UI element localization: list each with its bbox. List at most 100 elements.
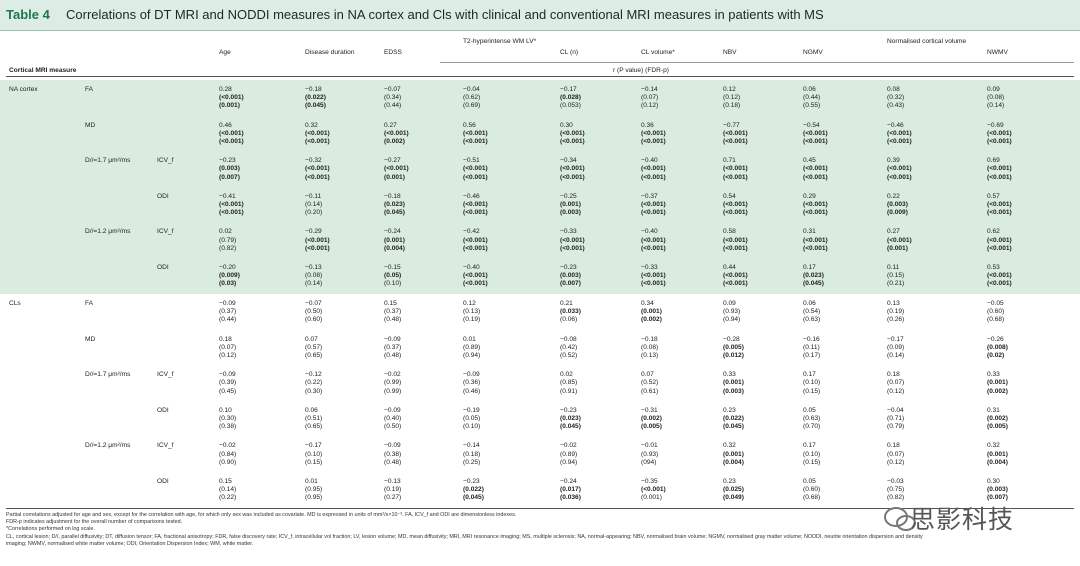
fdr-p-value: (0.25): [463, 458, 481, 466]
fdr-p-value: (<0.001): [987, 138, 1012, 145]
r-value: 0.05: [803, 478, 816, 485]
table-cell: 0.45 (<0.001) (<0.001): [803, 157, 828, 182]
footnote: Partial correlations adjusted for age an…: [6, 512, 517, 518]
fdr-p-value: (0.19): [463, 316, 481, 324]
p-value: (0.07): [219, 343, 237, 351]
r-value: −0.07: [305, 300, 322, 307]
p-value: (0.75): [887, 486, 905, 494]
p-value: (0.52): [641, 379, 659, 387]
fdr-p-value: (0.94): [560, 458, 578, 466]
row-label-measure: D//=1.2 μm²/ms: [85, 228, 131, 236]
r-value: 0.06: [803, 300, 816, 307]
p-value: (0.18): [463, 450, 481, 458]
table-cell: 0.27 (<0.001) (0.002): [384, 122, 409, 147]
fdr-p-value: (0.44): [219, 316, 237, 324]
fdr-p-value: (<0.001): [641, 209, 666, 217]
table-cell: 0.08 (0.32) (0.43): [887, 86, 904, 111]
table-cell: −0.77 (<0.001) (<0.001): [723, 122, 748, 147]
p-value: (<0.001): [887, 165, 912, 173]
table-cell: −0.14 (0.07) (0.12): [641, 86, 658, 111]
table-cell: 0.17 (0.10) (0.15): [803, 442, 820, 467]
table-cell: 0.06 (0.54) (0.63): [803, 300, 820, 325]
fdr-p-value: (0.02): [987, 352, 1005, 359]
row-label-measure: D//=1.7 μm²/ms: [85, 371, 131, 379]
fdr-p-value: (0.12): [641, 102, 659, 110]
p-value: (0.93): [723, 308, 741, 316]
fdr-p-value: (<0.001): [560, 138, 585, 145]
p-value: (<0.001): [803, 201, 828, 208]
fdr-p-value: (<0.001): [987, 173, 1012, 181]
fdr-p-value: (0.045): [803, 280, 824, 288]
r-value: 0.71: [723, 157, 736, 165]
table-cell: −0.46 (<0.001) (<0.001): [887, 122, 912, 147]
p-value: (<0.001): [987, 272, 1012, 280]
fdr-p-value: (0.70): [803, 423, 821, 431]
table-cell: 0.39 (<0.001) (<0.001): [887, 157, 912, 182]
p-value: (<0.001): [641, 272, 666, 280]
table-cell: 0.18 (0.07) (0.12): [887, 442, 904, 467]
p-value: (<0.001): [987, 201, 1012, 208]
table-cell: −0.18 (0.022) (0.045): [305, 86, 326, 111]
r-value: −0.17: [887, 335, 904, 343]
fdr-p-value: (<0.001): [987, 209, 1012, 217]
fdr-p-value: (0.55): [803, 102, 821, 110]
p-value: (0.08): [305, 272, 323, 280]
fdr-p-value: (0.10): [463, 423, 481, 431]
fdr-p-value: (0.15): [803, 387, 821, 395]
table-cell: −0.29 (<0.001) (<0.001): [305, 228, 330, 253]
p-value: (<0.001): [560, 236, 585, 244]
fdr-p-value: (0.91): [560, 387, 578, 395]
r-value: −0.13: [305, 264, 322, 271]
column-header: CL volume*: [641, 49, 675, 56]
table-cell: 0.33 (0.001) (0.002): [987, 371, 1008, 396]
p-value: (0.003): [560, 272, 581, 280]
r-value: −0.33: [641, 264, 658, 271]
row-label-measure: D//=1.7 μm²/ms: [85, 157, 131, 165]
row-label-index: ODI: [157, 406, 169, 414]
table-cell: −0.08 (0.42) (0.52): [560, 336, 577, 361]
r-value: −0.17: [305, 442, 322, 450]
p-value: (<0.001): [384, 165, 409, 173]
fdr-p-value: (0.61): [641, 387, 659, 395]
table-cell: 0.02 (0.85) (0.91): [560, 371, 577, 396]
r-value: 0.07: [305, 335, 318, 343]
column-header: NWMV: [987, 49, 1008, 56]
table-cell: −0.25 (0.001) (0.003): [560, 193, 581, 218]
p-value: (0.84): [219, 450, 237, 458]
fdr-p-value: (0.60): [305, 316, 323, 324]
p-value: (<0.001): [803, 129, 828, 137]
fdr-p-value: (0.004): [384, 244, 405, 252]
fdr-p-value: (0.12): [887, 458, 905, 466]
p-value: (0.07): [887, 450, 905, 458]
r-value: 0.23: [723, 478, 736, 485]
r-value: 0.12: [723, 86, 736, 93]
r-value: −0.29: [305, 228, 322, 236]
r-value: 0.32: [987, 442, 1000, 450]
r-value: −0.32: [305, 157, 322, 165]
p-value: (0.30): [219, 415, 237, 422]
p-value: (0.05): [463, 415, 481, 422]
table-cell: 0.01 (0.89) (0.94): [463, 336, 480, 361]
r-value: 0.27: [384, 121, 397, 129]
fdr-p-value: (0.045): [384, 209, 405, 217]
fdr-p-value: (0.012): [723, 352, 744, 359]
table-cell: −0.41 (<0.001) (<0.001): [219, 193, 244, 218]
p-value: (0.89): [463, 343, 481, 351]
p-value: (0.10): [803, 379, 821, 387]
fdr-p-value: (<0.001): [305, 173, 330, 181]
table-cell: −0.14 (0.18) (0.25): [463, 442, 480, 467]
fdr-p-value: (0.65): [305, 352, 323, 359]
p-value: (0.001): [723, 450, 744, 458]
table-cell: 0.21 (0.033) (0.06): [560, 300, 581, 325]
p-value: (0.005): [723, 343, 744, 351]
table-cell: −0.33 (<0.001) (<0.001): [641, 264, 666, 289]
table-cell: −0.17 (0.09) (0.14): [887, 336, 904, 361]
table-cell: −0.13 (0.08) (0.14): [305, 264, 322, 289]
fdr-p-value: (0.14): [987, 102, 1005, 110]
p-value: (0.60): [803, 486, 821, 494]
p-value: (0.028): [560, 94, 581, 102]
r-value: 0.18: [887, 371, 900, 379]
p-value: (<0.001): [723, 129, 748, 137]
column-header: EDSS: [384, 49, 402, 56]
fdr-p-value: (<0.001): [641, 138, 666, 145]
